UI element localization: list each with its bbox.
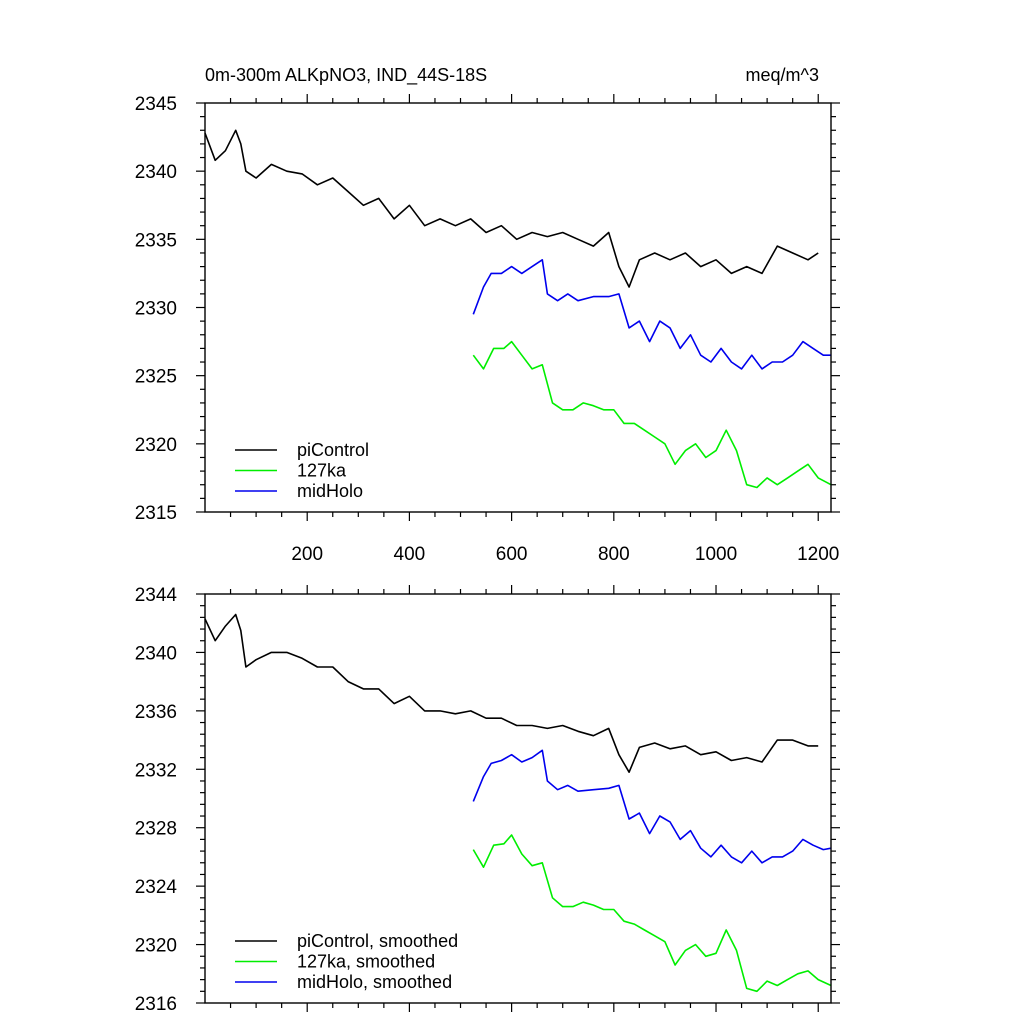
legend-label: piControl [297,440,369,460]
y-tick-label: 2340 [135,162,177,183]
legend-label: midHolo, smoothed [297,972,452,992]
series-line-2 [472,259,831,370]
y-tick-label: 2325 [135,367,177,388]
legend-label: midHolo [297,481,363,501]
units-label: meq/m^3 [746,65,819,85]
y-tick-label: 2332 [135,760,177,781]
series-line-0 [204,613,819,773]
series-line-0 [204,129,819,288]
x-tick-label: 600 [496,544,528,565]
series-line-1 [472,834,832,993]
y-tick-label: 2335 [135,230,177,251]
legend-label: 127ka [297,461,347,481]
series-line-2 [472,749,832,864]
bottom-panel: 2316 2320 2324 2328 2332 2336 2340 2344 piContro… [135,585,840,1015]
y-tick-label: 2345 [135,94,177,115]
series-line-1 [472,340,832,489]
chart-title: 0m-300m ALKpNO3, IND_44S-18S [205,65,487,86]
x-tick-label: 200 [291,544,323,565]
y-tick-label: 2328 [135,819,177,840]
legend-label: 127ka, smoothed [297,952,435,972]
top-panel: 200 400 600 800 1000 1200 2315 2320 2325 2330 2335… [135,65,840,565]
x-tick-label: 1200 [797,544,839,565]
y-tick-label: 2336 [135,702,177,723]
plot-frame [204,593,832,1004]
x-tick-label: 400 [394,544,426,565]
y-tick-label: 2320 [135,435,177,456]
legend-label: piControl, smoothed [297,931,458,951]
x-tick-label: 800 [598,544,630,565]
y-tick-label: 2324 [135,877,178,898]
y-tick-label: 2316 [135,994,177,1015]
y-tick-label: 2320 [135,936,177,957]
y-tick-label: 2340 [135,643,177,664]
y-tick-label: 2315 [135,503,177,524]
y-tick-label: 2344 [135,585,178,606]
x-tick-label: 1000 [695,544,737,565]
y-tick-label: 2330 [135,299,177,320]
